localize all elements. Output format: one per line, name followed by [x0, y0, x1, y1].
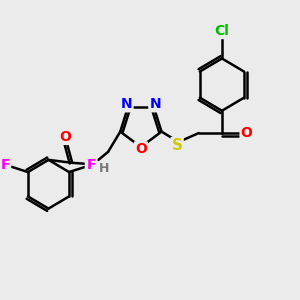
Text: N: N	[86, 162, 98, 176]
Text: N: N	[149, 97, 161, 111]
Text: N: N	[121, 97, 133, 111]
Text: H: H	[99, 162, 109, 175]
Text: O: O	[135, 142, 147, 156]
Text: F: F	[87, 158, 96, 172]
Text: O: O	[241, 126, 253, 140]
Text: S: S	[172, 138, 183, 153]
Text: Cl: Cl	[214, 24, 230, 38]
Text: F: F	[1, 158, 10, 172]
Text: O: O	[60, 130, 71, 144]
